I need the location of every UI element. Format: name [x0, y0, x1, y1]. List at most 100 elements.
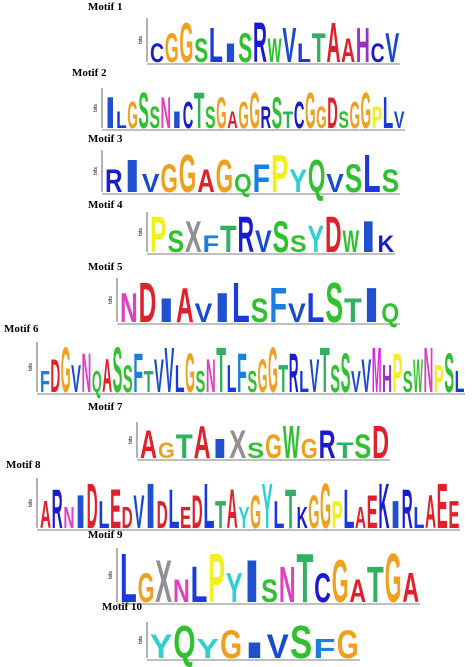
logo-letter: V: [288, 298, 306, 328]
logo-letter: I: [123, 150, 141, 202]
logo-letter: S: [113, 334, 123, 406]
logo-letter: I: [363, 279, 381, 333]
logo-letter: V: [195, 298, 213, 328]
logo-letter: A: [425, 486, 436, 539]
logo-letter: N: [206, 350, 216, 403]
logo-letter: V: [361, 350, 371, 403]
logo-letter: S: [261, 572, 278, 609]
logo-letter: Y: [308, 219, 325, 261]
logo-letter: I: [390, 494, 401, 537]
logo-letter: G: [238, 95, 249, 137]
logo-letter: L: [203, 470, 214, 542]
logo-letter: T: [344, 292, 362, 330]
logo-letter: R: [52, 478, 63, 540]
logo-letter: L: [116, 107, 127, 134]
logo-letter: G: [249, 82, 260, 139]
axis-label: bits: [108, 571, 114, 579]
logo-letter: T: [320, 334, 330, 406]
logo-letter: G: [138, 564, 155, 611]
logo-letter: N: [120, 284, 138, 331]
logo-letter: S: [149, 100, 160, 135]
motif-label: Motif 10: [102, 601, 143, 613]
logo-letter: K: [297, 502, 308, 535]
logo-letter: D: [372, 416, 389, 468]
logo-letter: G: [332, 548, 349, 615]
logo-letter: S: [338, 107, 349, 134]
logo-letter: D: [87, 470, 98, 542]
logo-letter: S: [345, 157, 363, 201]
logo-letter: D: [192, 486, 203, 539]
logo-letter: N: [173, 572, 190, 609]
logo-letter: C: [371, 38, 385, 68]
logo-letter: R: [238, 206, 255, 263]
axis-label: bits: [108, 296, 114, 304]
logo-letter: Q: [234, 170, 252, 198]
logo-letter: V: [326, 170, 344, 198]
logo-letter: P: [332, 494, 343, 537]
logo-letter: V: [154, 350, 164, 403]
logo-letter: A: [227, 107, 238, 134]
logo-letter: S: [195, 366, 205, 399]
logo-letter: G: [160, 157, 178, 201]
logo-letter: W: [413, 350, 423, 403]
logo-letter: G: [265, 428, 282, 466]
logo-letter: S: [290, 231, 307, 258]
logo-letter: D: [157, 494, 168, 537]
logo-letter: L: [98, 494, 109, 537]
logo-letter: S: [325, 271, 343, 334]
logo-letter: A: [102, 350, 112, 403]
logo-letter: G: [216, 150, 234, 202]
logo-letter: D: [122, 502, 133, 535]
logo-letter: L: [168, 478, 179, 540]
logo-letter: G: [305, 82, 316, 139]
logo-letter: W: [268, 32, 282, 70]
logo-letter: Y: [289, 162, 307, 199]
axis-label: bits: [93, 167, 99, 175]
logo-letter: C: [314, 564, 331, 611]
logo-letter: G: [361, 82, 372, 139]
logo-letter: I: [105, 89, 116, 138]
logo-letter: S: [247, 366, 257, 399]
logo-letter: W: [283, 416, 300, 468]
logo-letter: M: [372, 334, 382, 406]
logo-letter: V: [133, 486, 144, 539]
logo-letter: T: [215, 494, 226, 537]
logo-letter: F: [237, 342, 247, 404]
logo-letter: F: [269, 279, 287, 333]
logo-letter: G: [349, 95, 360, 137]
logo-letter: I: [360, 213, 377, 262]
axis-label: bits: [28, 499, 34, 507]
logo-letter: A: [326, 11, 340, 74]
logo-letter: G: [258, 350, 268, 403]
logo-letter: L: [363, 144, 381, 204]
logo-letter: W: [343, 224, 360, 259]
logo-letter: E: [437, 470, 448, 542]
logo-letter: C: [294, 95, 305, 137]
logo-letter: P: [434, 358, 444, 401]
axis-label: bits: [138, 636, 144, 644]
logo-letter: F: [313, 633, 335, 664]
logo-letter: S: [444, 342, 454, 404]
logo-letter: X: [229, 423, 246, 467]
logo-letter: F: [133, 342, 143, 404]
logo-letter: N: [161, 89, 172, 138]
axis-label: bits: [138, 36, 144, 44]
logo-letter: I: [224, 38, 238, 68]
logo-letter: L: [299, 366, 309, 399]
logo-letter: S: [138, 82, 149, 139]
logo-letter: V: [351, 366, 361, 399]
logo-letter: L: [175, 358, 185, 401]
logo-letter: T: [194, 82, 205, 139]
logo-letter: S: [168, 224, 185, 259]
logo-letter: L: [343, 478, 354, 540]
logo-letter: S: [272, 89, 283, 138]
logo-letter: L: [209, 19, 223, 73]
logo-letter: A: [227, 478, 238, 540]
logo-letter: T: [176, 428, 193, 466]
logo-letter: V: [255, 224, 272, 259]
logo-letter: S: [273, 213, 290, 262]
logo-letter: Q: [381, 298, 399, 328]
logo-letter: Y: [226, 564, 243, 611]
logo-letter: I: [213, 284, 231, 331]
